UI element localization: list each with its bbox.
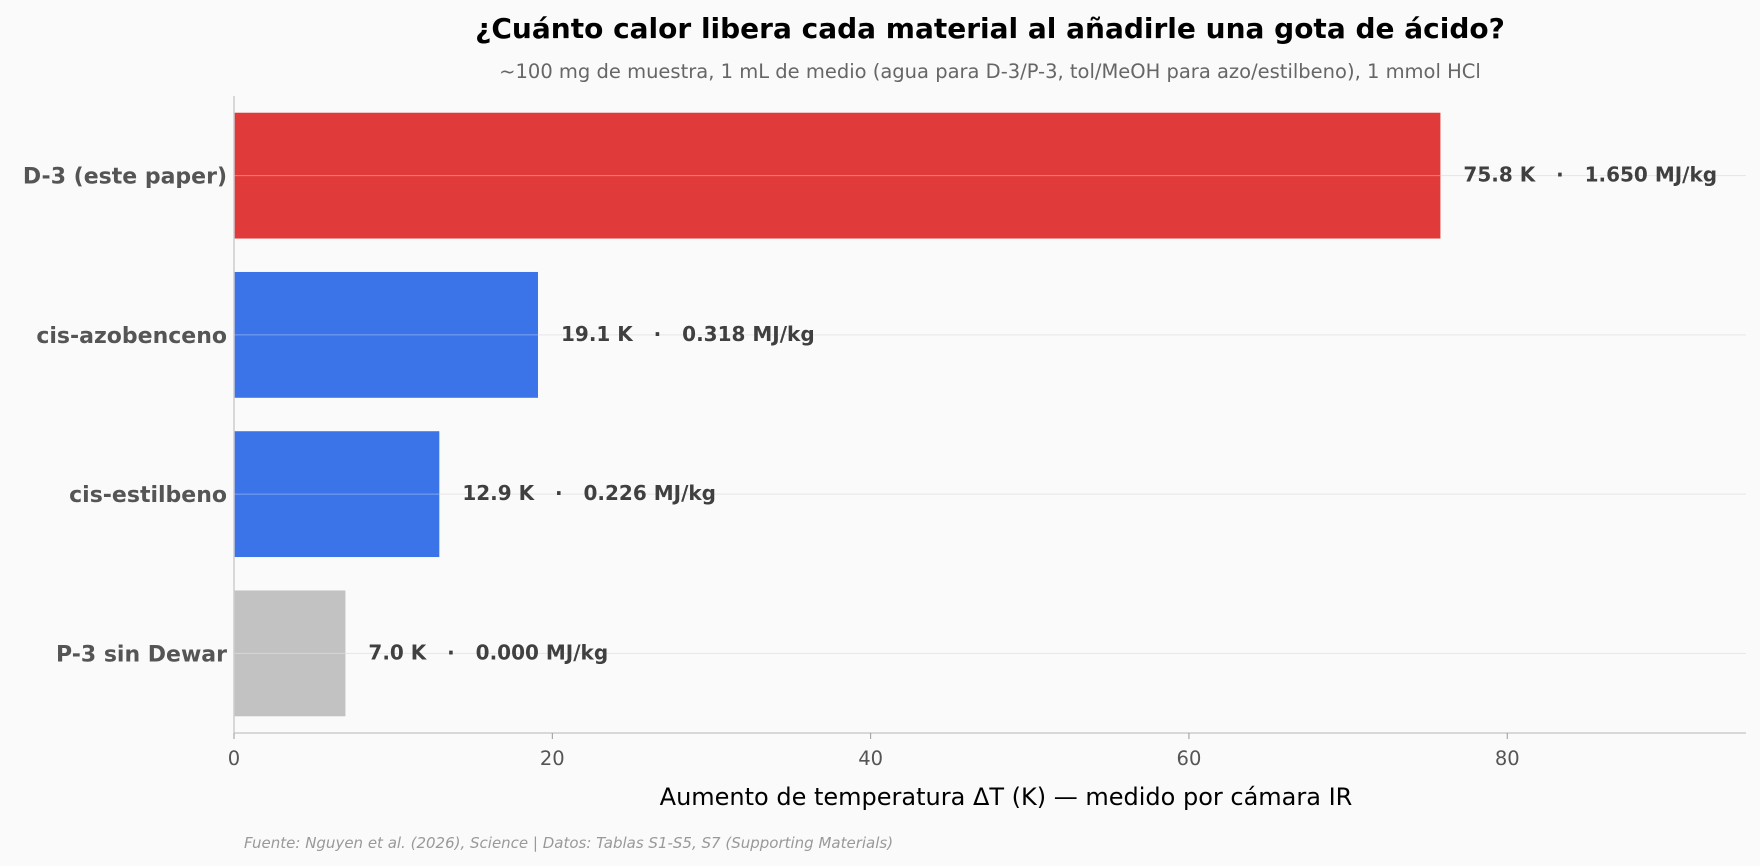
source-note: Fuente: Nguyen et al. (2026), Science | … <box>244 834 893 852</box>
x-tick-label: 60 <box>1177 747 1202 770</box>
x-tick-label: 40 <box>858 747 883 770</box>
category-label: P-3 sin Dewar <box>56 642 227 667</box>
value-label: 75.8 K · 1.650 MJ/kg <box>1463 163 1717 187</box>
bar <box>234 112 1441 239</box>
value-label: 19.1 K · 0.318 MJ/kg <box>561 322 815 346</box>
x-tick-label: 80 <box>1495 747 1520 770</box>
chart-title: ¿Cuánto calor libera cada material al añ… <box>475 12 1505 45</box>
x-ticks: 0 20 40 60 80 <box>228 733 1520 770</box>
x-axis-label: Aumento de temperatura ΔT (K) — medido p… <box>660 783 1353 811</box>
chart-subtitle: ~100 mg de muestra, 1 mL de medio (agua … <box>499 60 1481 83</box>
gridlines <box>234 175 1746 654</box>
category-label: D-3 (este paper) <box>23 165 227 190</box>
x-tick-label: 20 <box>540 747 565 770</box>
bar <box>234 271 538 398</box>
value-labels: 75.8 K · 1.650 MJ/kg 19.1 K · 0.318 MJ/kg… <box>368 163 1717 665</box>
axes <box>233 96 1746 734</box>
bar <box>234 590 346 717</box>
value-label: 7.0 K · 0.000 MJ/kg <box>368 640 608 664</box>
bar <box>234 431 440 558</box>
category-label: cis-estilbeno <box>69 483 227 508</box>
value-label: 12.9 K · 0.226 MJ/kg <box>462 481 716 505</box>
category-labels: D-3 (este paper) cis-azobenceno cis-estilb… <box>23 165 227 668</box>
x-tick-label: 0 <box>228 747 240 770</box>
category-label: cis-azobenceno <box>36 324 227 349</box>
bars <box>234 112 1441 717</box>
